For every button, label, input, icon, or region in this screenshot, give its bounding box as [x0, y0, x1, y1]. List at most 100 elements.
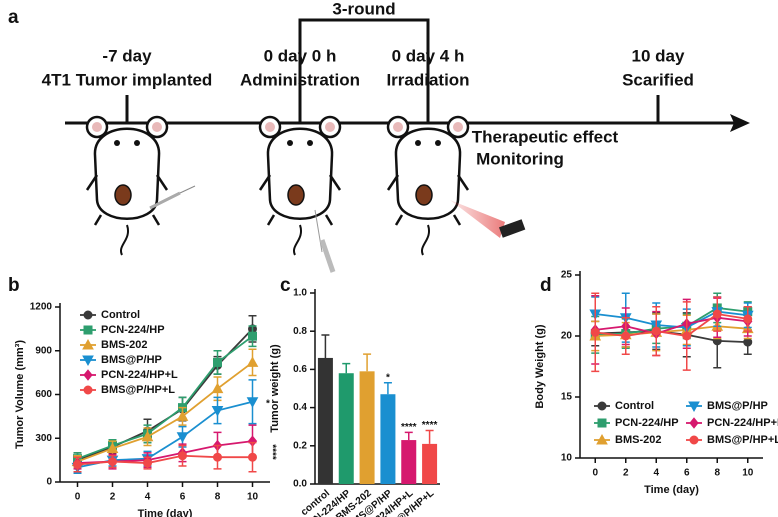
y-tick-label: 0.6	[293, 364, 307, 375]
panel-label: b	[8, 275, 20, 296]
bar	[338, 373, 354, 484]
y-tick-label: 1.0	[293, 288, 307, 299]
x-axis-label: Time (day)	[138, 508, 193, 517]
y-tick-label: 0.4	[293, 402, 307, 413]
legend-label: BMS@P/HP+L	[707, 434, 778, 446]
event-time: 0 day 4 h	[392, 46, 465, 65]
series-line	[595, 307, 748, 336]
marker	[246, 356, 259, 367]
event-name: 4T1 Tumor implanted	[42, 70, 213, 89]
x-tick-label: 4	[145, 492, 151, 503]
y-tick-label: 15	[561, 392, 573, 403]
marker	[82, 355, 94, 367]
legend-label: PCN-224/HP	[101, 324, 165, 336]
marker	[211, 382, 224, 394]
series-line	[77, 361, 254, 463]
note: Therapeutic effect	[472, 127, 619, 146]
marker	[689, 417, 699, 429]
y-tick-label: 1200	[30, 302, 53, 313]
y-tick-label: 0	[46, 477, 52, 488]
marker	[176, 432, 189, 443]
marker	[213, 357, 222, 367]
bar	[401, 440, 417, 484]
bracket-label: 3-round	[332, 0, 395, 18]
event-time: 10 day	[632, 46, 685, 65]
error-bar	[321, 334, 330, 358]
y-tick-label: 900	[35, 345, 52, 356]
marker	[246, 397, 259, 408]
marker	[682, 331, 692, 341]
marker	[83, 369, 93, 381]
marker	[621, 331, 631, 341]
marker	[743, 337, 753, 347]
annotation: ****	[422, 420, 438, 431]
panel-label: a	[8, 7, 19, 28]
event-time: -7 day	[102, 46, 152, 65]
error-bar	[383, 382, 392, 395]
timeline-art	[65, 18, 750, 273]
legend-label: PCN-224/HP	[615, 417, 679, 429]
annotation: ****	[266, 444, 277, 460]
marker	[73, 460, 82, 469]
series-line	[595, 316, 748, 335]
annotation: ****	[401, 422, 417, 433]
legend-label: BMS-202	[615, 434, 661, 446]
event-name: Administration	[240, 70, 360, 89]
marker	[248, 331, 257, 341]
marker	[596, 433, 608, 445]
note: Monitoring	[476, 149, 564, 168]
y-tick-label: 25	[561, 270, 573, 281]
legend-label: BMS@P/HP+L	[101, 384, 175, 396]
series-line	[77, 335, 254, 460]
marker	[712, 309, 722, 319]
marker	[688, 401, 700, 413]
legend-label: BMS@P/HP	[707, 400, 768, 412]
y-axis-label: Tumor Volume (mm³)	[14, 340, 26, 449]
y-axis-label: Tumor weight (g)	[269, 344, 281, 433]
marker	[213, 452, 222, 462]
marker	[106, 442, 119, 453]
legend-label: PCN-224/HP+L	[707, 417, 778, 429]
x-tick-label: 2	[110, 492, 116, 503]
marker	[211, 406, 224, 417]
marker	[597, 418, 607, 428]
marker	[248, 452, 257, 462]
marker	[141, 430, 154, 442]
error-bar	[363, 353, 372, 372]
marker	[83, 325, 93, 335]
error-bar	[342, 362, 351, 374]
event-time: 0 day 0 h	[264, 46, 337, 65]
x-tick-label: 0	[592, 468, 598, 479]
marker	[176, 410, 189, 421]
marker	[590, 327, 600, 337]
y-axis-label: Body Weight (g)	[534, 324, 546, 408]
marker	[597, 401, 607, 411]
legend-label: PCN-224/HP+L	[101, 369, 178, 381]
legend-label: BMS-202	[101, 339, 147, 351]
marker	[743, 314, 753, 324]
bar	[359, 371, 375, 484]
bar	[380, 394, 396, 484]
panel-label: c	[280, 275, 291, 296]
event-name: Scarified	[622, 70, 694, 89]
y-tick-label: 300	[35, 433, 52, 444]
marker	[83, 385, 93, 395]
error-bar	[404, 431, 413, 441]
x-tick-label: 8	[714, 468, 720, 479]
x-tick-label: 10	[742, 468, 754, 479]
series-line	[77, 454, 253, 466]
marker	[651, 326, 661, 336]
x-tick-label: 0	[75, 492, 81, 503]
marker	[83, 310, 93, 320]
marker	[82, 338, 94, 350]
y-tick-label: 10	[561, 453, 573, 464]
y-tick-label: 0.8	[293, 326, 307, 337]
legend-label: BMS@P/HP	[101, 354, 162, 366]
legend-label: Control	[615, 400, 654, 412]
bar	[317, 357, 333, 484]
x-tick-label: 10	[247, 492, 259, 503]
y-tick-label: 20	[561, 331, 573, 342]
marker	[178, 451, 187, 461]
panel-label: d	[540, 275, 552, 296]
